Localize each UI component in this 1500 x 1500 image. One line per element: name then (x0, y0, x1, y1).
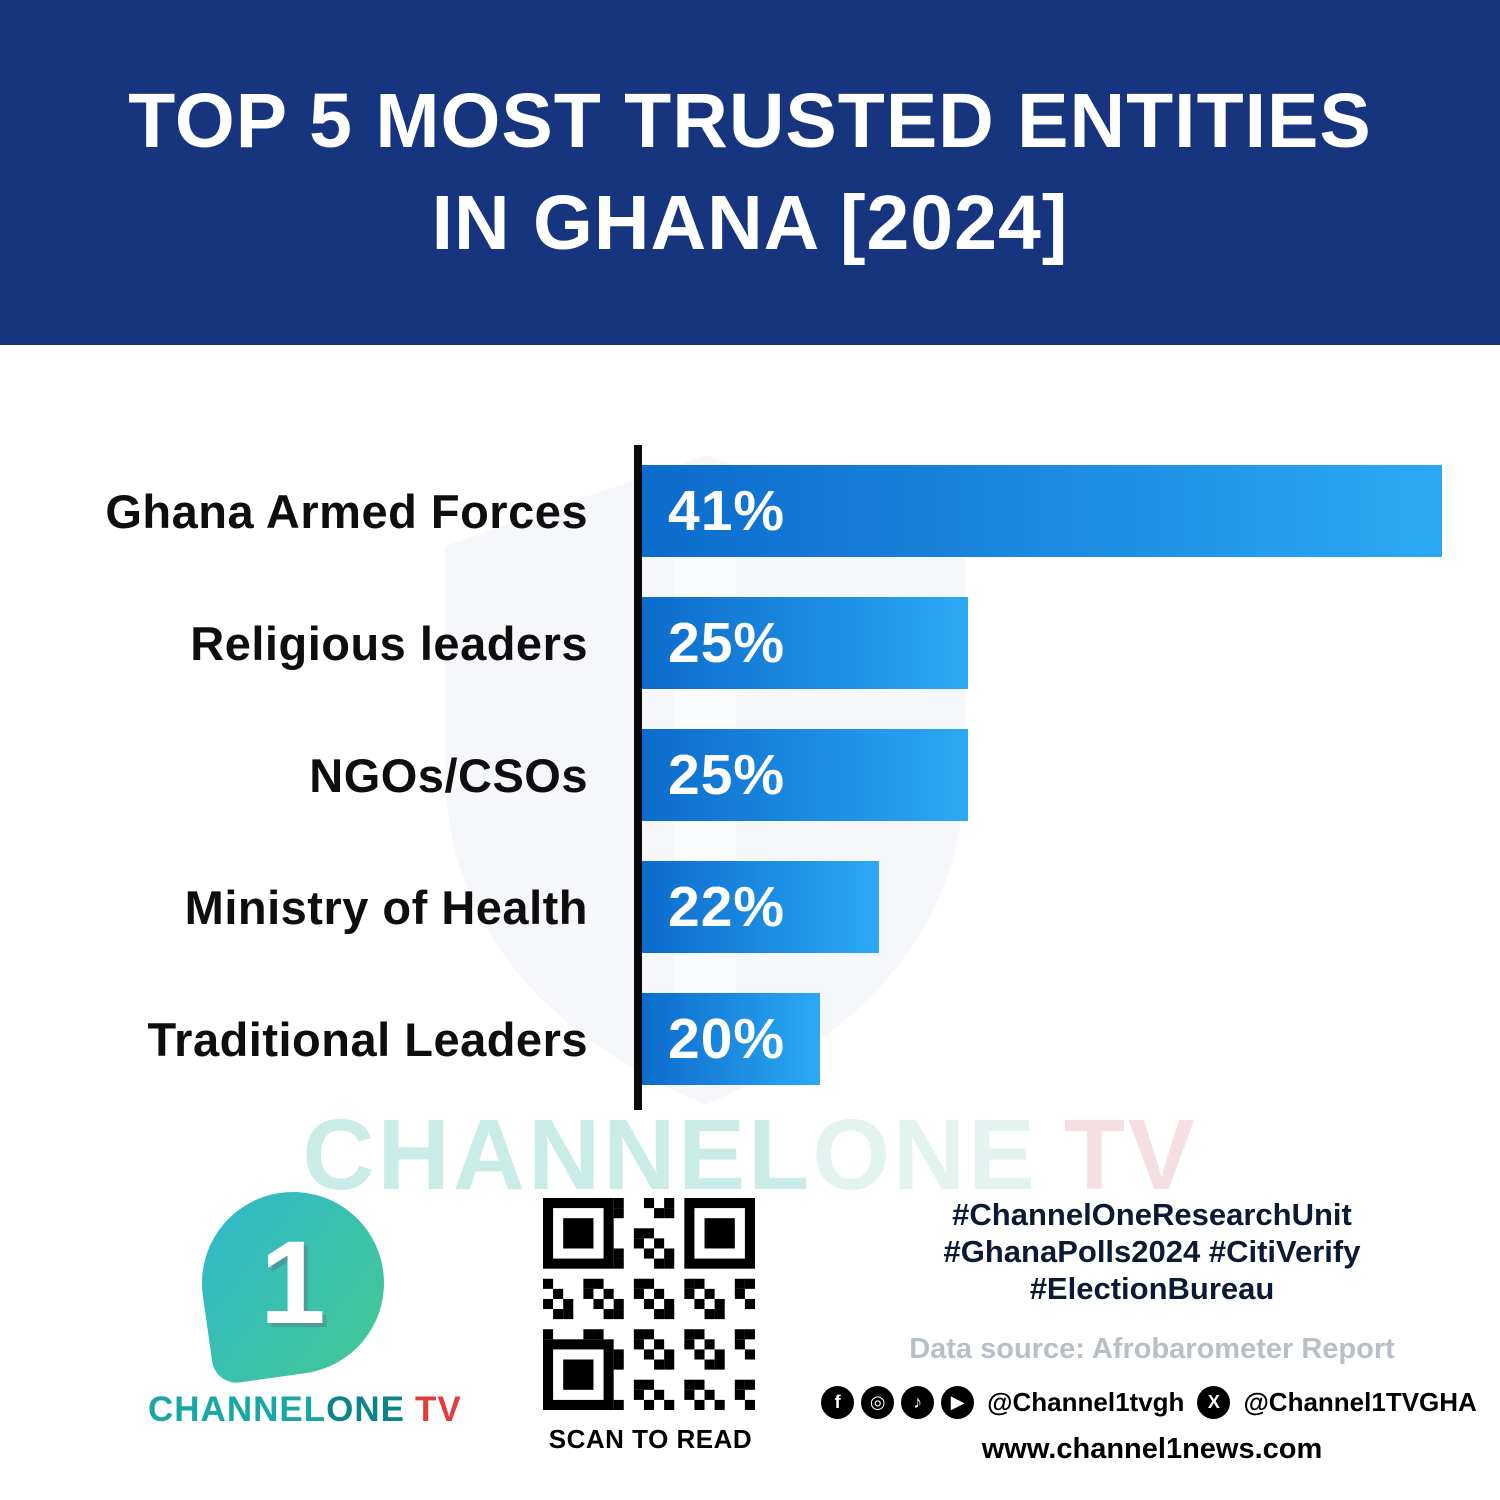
instagram-icon: ◎ (861, 1386, 895, 1419)
header-banner: TOP 5 MOST TRUSTED ENTITIES IN GHANA [202… (0, 0, 1500, 345)
bar-track: 25% (642, 597, 1472, 689)
chart-axis (634, 445, 642, 1110)
logo-wordmark: CHANNELONE TV (148, 1390, 461, 1430)
bar-track: 22% (642, 861, 1472, 953)
watermark-channel: CHANNEL (302, 1099, 813, 1211)
logo-text-tv: TV (414, 1390, 462, 1429)
bar-value: 22% (668, 875, 786, 939)
chart-row: Ministry of Health 22% (0, 861, 1500, 953)
bar-track: 25% (642, 729, 1472, 821)
logo-text-one: ONE (326, 1390, 405, 1429)
bar: 20% (642, 993, 820, 1085)
channel-one-logo-icon: 1 (190, 1180, 396, 1386)
hashtag-line: #ElectionBureau (1029, 1271, 1275, 1306)
website-url: www.channel1news.com (981, 1433, 1323, 1465)
social-handle-1: @Channel1tvgh (987, 1387, 1185, 1417)
page-title-line1: TOP 5 MOST TRUSTED ENTITIES (128, 77, 1372, 164)
data-source: Data source: Afrobarometer Report (909, 1333, 1395, 1365)
watermark-one: ONE (812, 1099, 1038, 1211)
social-row: f ◎ ♪ ▶ @Channel1tvgh X @Channel1TVGHA (821, 1386, 1477, 1419)
bar-track: 41% (642, 465, 1472, 557)
social-handle-2: @Channel1TVGHA (1243, 1387, 1477, 1417)
tiktok-icon: ♪ (901, 1386, 935, 1419)
chart-row: Traditional Leaders 20% (0, 993, 1500, 1085)
bar-value: 41% (668, 479, 786, 543)
page-title: TOP 5 MOST TRUSTED ENTITIES IN GHANA [202… (128, 71, 1371, 274)
chart-row: Religious leaders 25% (0, 597, 1500, 689)
hashtag-line: #GhanaPolls2024 #CitiVerify (943, 1234, 1361, 1269)
bar-label: Traditional Leaders (147, 1012, 588, 1066)
chart-rows: Ghana Armed Forces 41% Religious leaders… (0, 465, 1500, 1085)
chart-row: NGOs/CSOs 25% (0, 729, 1500, 821)
logo-text-channel: CHANNEL (148, 1390, 327, 1429)
bar-value: 25% (668, 611, 786, 675)
bar-label: Religious leaders (190, 616, 588, 670)
bar: 25% (642, 597, 969, 689)
footer-info: #ChannelOneResearchUnit #GhanaPolls2024 … (821, 1196, 1477, 1466)
bar-track: 20% (642, 993, 1472, 1085)
chart-row: Ghana Armed Forces 41% (0, 465, 1500, 557)
bar-label: Ministry of Health (184, 880, 588, 934)
bar: 22% (642, 861, 880, 953)
logo-numeral: 1 (260, 1217, 326, 1350)
bar: 41% (642, 465, 1443, 557)
youtube-icon: ▶ (941, 1386, 975, 1419)
bar-chart: Ghana Armed Forces 41% Religious leaders… (0, 445, 1500, 1110)
qr-caption: SCAN TO READ (548, 1424, 753, 1454)
facebook-icon: f (821, 1386, 855, 1419)
bar-value: 20% (668, 1007, 786, 1071)
page-title-line2: IN GHANA [2024] (431, 179, 1069, 266)
qr-block: SCAN TO READ (543, 1198, 758, 1455)
x-icon: X (1197, 1386, 1231, 1419)
watermark-tv: TV (1063, 1099, 1198, 1211)
brand-watermark: CHANNELONE TV (0, 1098, 1500, 1213)
bar: 25% (642, 729, 969, 821)
bar-label: NGOs/CSOs (309, 748, 588, 802)
hashtag-line: #ChannelOneResearchUnit (952, 1197, 1352, 1232)
qr-code (543, 1198, 755, 1410)
bar-value: 25% (668, 743, 786, 807)
channel-one-logo: 1 CHANNELONE TV (148, 1180, 461, 1430)
bar-label: Ghana Armed Forces (105, 484, 588, 538)
hashtags: #ChannelOneResearchUnit #GhanaPolls2024 … (878, 1196, 1426, 1307)
